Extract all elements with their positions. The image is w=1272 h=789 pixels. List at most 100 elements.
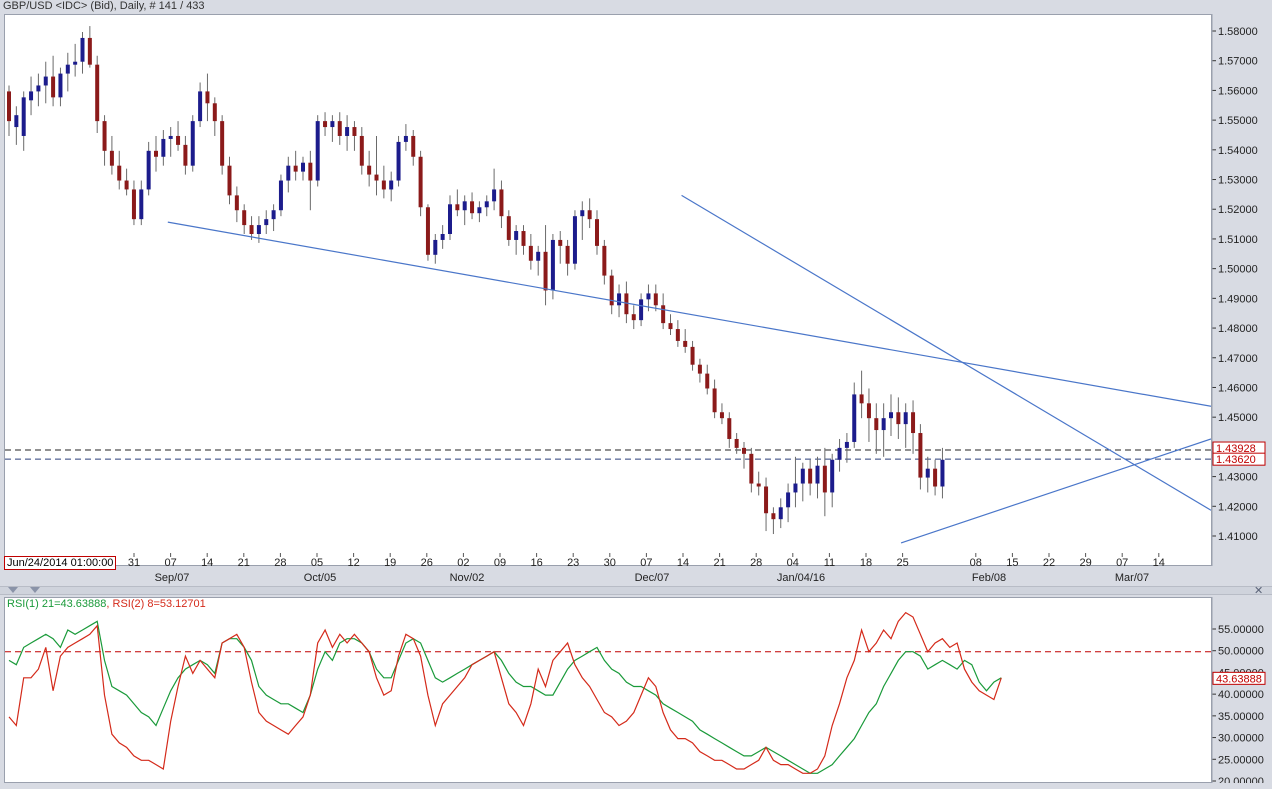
candle-body	[668, 323, 673, 330]
chart-title: GBP/USD <IDC> (Bid), Daily, # 141 / 433	[3, 0, 205, 12]
price-tick-label: 1.53000	[1218, 175, 1258, 187]
triangle-down-icon[interactable]	[8, 587, 18, 593]
rsi-tick-label: 40.00000	[1218, 689, 1264, 701]
candle-body	[903, 412, 908, 425]
time-tick-label: 14	[201, 557, 213, 569]
candle-body	[492, 189, 497, 202]
candle-body	[830, 459, 835, 493]
time-tick-label: 16	[530, 557, 542, 569]
candle-body	[58, 73, 63, 98]
candle-body	[859, 394, 864, 404]
candle-body	[21, 97, 26, 136]
time-tick-label: 29	[1079, 557, 1091, 569]
close-icon[interactable]: ✕	[1254, 585, 1264, 597]
price-tick-label: 1.58000	[1218, 26, 1258, 38]
candle-body	[940, 459, 945, 487]
candle-body	[190, 121, 195, 166]
rsi-pane[interactable]: RSI(1) 21=43.63888, RSI(2) 8=53.12701	[4, 597, 1212, 783]
rsi-plot[interactable]	[5, 598, 1211, 782]
cursor-date: Jun/24/2014 01:00:00	[7, 557, 114, 569]
candle-body	[852, 394, 857, 442]
candle-body	[617, 293, 622, 306]
price-pane[interactable]	[4, 14, 1212, 566]
candle-body	[286, 165, 291, 181]
time-month-label: Jan/04/16	[777, 572, 825, 584]
candle-body	[176, 135, 181, 145]
time-tick-label: 22	[1043, 557, 1055, 569]
time-tick-label: 07	[640, 557, 652, 569]
time-month-label: Sep/07	[155, 572, 190, 584]
candle-body	[800, 468, 805, 484]
rsi-legend: RSI(1) 21=43.63888, RSI(2) 8=53.12701	[5, 598, 208, 610]
candle-body	[337, 121, 342, 136]
candle-body	[918, 433, 923, 478]
time-tick-label: 21	[238, 557, 250, 569]
price-tick-label: 1.57000	[1218, 56, 1258, 68]
candle-body	[14, 115, 19, 128]
candle-body	[727, 418, 732, 439]
candle-body	[95, 64, 100, 122]
candle-body	[308, 162, 313, 181]
candle-body	[131, 189, 136, 220]
time-tick-label: 15	[1006, 557, 1018, 569]
candle-body	[786, 492, 791, 508]
time-axis: 31 07 14 21 28 05 12 19 26 02 09 16 23 30 07 14 21 28 04 11…	[128, 553, 1165, 584]
candle-body	[587, 210, 592, 220]
candle-body	[264, 219, 269, 226]
candle-body	[359, 135, 364, 166]
candle-body	[631, 314, 636, 321]
candle-body	[227, 165, 232, 196]
price-tick-label: 1.46000	[1218, 382, 1258, 394]
candle-body	[448, 204, 452, 234]
time-month-label: Mar/07	[1115, 572, 1149, 584]
rsi-current-label: 43.63888	[1216, 673, 1262, 685]
time-tick-label: 25	[896, 557, 908, 569]
candle-body	[154, 150, 158, 157]
candle-body	[352, 127, 357, 136]
triangle-down-icon[interactable]	[30, 587, 40, 593]
time-tick-label: 09	[494, 557, 506, 569]
candle-body	[139, 189, 144, 220]
trendline	[167, 221, 1211, 407]
candle-body	[793, 483, 798, 493]
time-tick-label: 07	[1116, 557, 1128, 569]
time-tick-label: 28	[274, 557, 286, 569]
candle-body	[499, 189, 504, 217]
candle-body	[403, 135, 408, 142]
rsi-tick-label: 20.00000	[1218, 776, 1264, 783]
price-tick-label: 1.45000	[1218, 412, 1258, 424]
rsi1-line	[8, 620, 1002, 774]
candle-body	[749, 453, 754, 484]
pane-divider[interactable]: ✕	[0, 585, 1272, 597]
candle-body	[124, 180, 129, 190]
candle-body	[881, 418, 886, 431]
price-tick-label: 1.54000	[1218, 145, 1258, 157]
candle-body	[212, 103, 217, 122]
time-month-label: Feb/08	[972, 572, 1006, 584]
time-tick-label: 07	[164, 557, 176, 569]
candle-body	[521, 231, 526, 246]
candle-body	[234, 195, 239, 211]
candle-body	[889, 412, 893, 419]
candle-body	[712, 388, 717, 413]
candle-body	[764, 486, 769, 514]
time-month-label: Oct/05	[304, 572, 336, 584]
candle-body	[697, 364, 702, 374]
candle-body	[455, 204, 460, 211]
candle-body	[315, 121, 320, 181]
candle-body	[742, 447, 746, 454]
price-tick-label: 1.56000	[1218, 85, 1258, 97]
rsi-current-marker	[1212, 671, 1266, 685]
rsi-axis: 55.0000050.0000045.0000040.0000035.00000…	[1212, 597, 1266, 783]
price-plot[interactable]	[5, 15, 1211, 565]
time-tick-label: 21	[713, 557, 725, 569]
rsi-tick-label: 35.00000	[1218, 711, 1264, 723]
candle-body	[550, 239, 555, 291]
candle-body	[565, 245, 570, 264]
candle-body	[425, 207, 430, 255]
time-tick-label: 11	[824, 557, 835, 569]
level-label: 1.43928	[1216, 443, 1256, 455]
candle-body	[771, 513, 776, 520]
candle-body	[624, 293, 629, 315]
candle-body	[837, 447, 842, 460]
